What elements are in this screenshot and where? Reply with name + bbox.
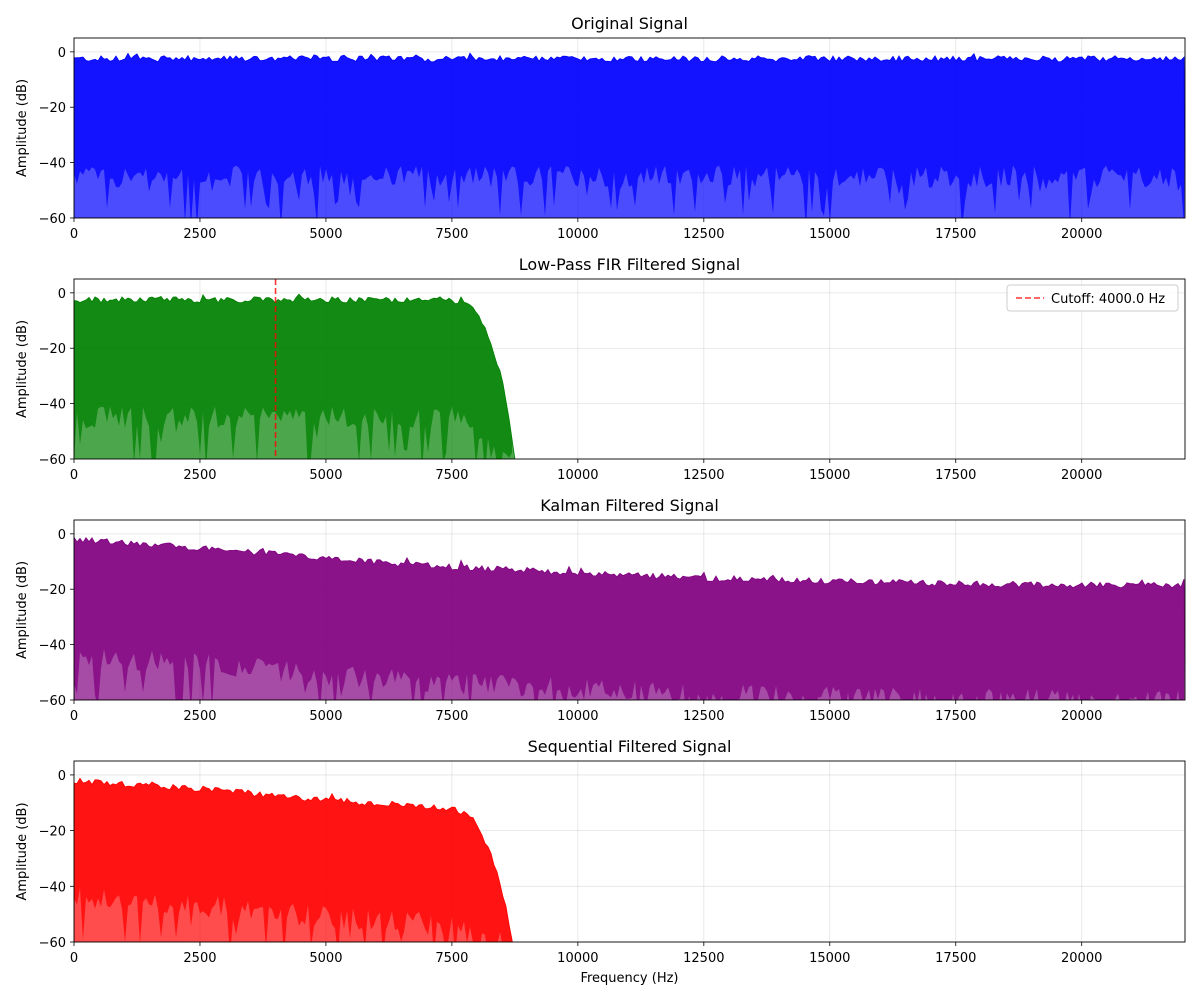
spectrum-series	[74, 536, 1185, 700]
axes-frame	[73, 278, 1186, 460]
x-tick-label: 2500	[183, 951, 216, 966]
spectrum-series	[74, 293, 516, 459]
y-tick-label: −20	[39, 101, 66, 116]
spectrum-series	[74, 52, 1185, 218]
y-tick-label: −60	[39, 936, 66, 951]
x-tick-label: 20000	[1061, 227, 1102, 242]
y-tick-label: −20	[39, 825, 66, 840]
axes-frame	[73, 37, 1186, 219]
legend: Cutoff: 4000.0 Hz	[1006, 284, 1179, 312]
x-tick-label: 12500	[683, 709, 724, 724]
x-tick-label: 17500	[935, 951, 976, 966]
y-axis-label: Amplitude (dB)	[15, 320, 30, 418]
chart-title: Low-Pass FIR Filtered Signal	[519, 255, 740, 274]
spectrum-core	[74, 778, 512, 942]
y-tick-label: −40	[39, 157, 66, 172]
y-tick-label: −20	[39, 583, 66, 598]
spectrum-core	[74, 294, 512, 459]
x-tick-label: 17500	[935, 227, 976, 242]
x-tick-label: 5000	[309, 709, 342, 724]
x-tick-label: 5000	[309, 468, 342, 483]
x-tick-label: 7500	[435, 227, 468, 242]
x-tick-label: 20000	[1061, 709, 1102, 724]
x-tick-label: 12500	[683, 468, 724, 483]
y-tick-label: 0	[58, 769, 66, 784]
x-tick-label: 2500	[183, 468, 216, 483]
y-tick-label: −40	[39, 639, 66, 654]
x-tick-label: 12500	[683, 227, 724, 242]
y-tick-label: −60	[39, 694, 66, 709]
chart-panel-2: 0 2500 5000 7500 10000 12500 15000 17500 200000−…	[15, 255, 1186, 483]
axes-frame	[73, 760, 1186, 943]
chart-panel-3: 0 2500 5000 7500 10000 12500 15000 17500 200000−…	[15, 496, 1186, 724]
x-tick-label: 2500	[183, 709, 216, 724]
x-tick-label: 7500	[435, 468, 468, 483]
chart-title: Original Signal	[571, 14, 688, 33]
x-tick-label: 20000	[1061, 468, 1102, 483]
x-tick-label: 15000	[809, 468, 850, 483]
x-tick-label: 5000	[309, 951, 342, 966]
x-tick-label: 5000	[309, 227, 342, 242]
y-tick-label: −20	[39, 342, 66, 357]
x-tick-label: 10000	[557, 468, 598, 483]
y-tick-label: 0	[58, 528, 66, 543]
x-tick-label: 0	[70, 227, 78, 242]
y-axis-label: Amplitude (dB)	[15, 561, 30, 659]
x-tick-label: 17500	[935, 709, 976, 724]
x-tick-label: 15000	[809, 951, 850, 966]
chart-title: Sequential Filtered Signal	[528, 737, 732, 756]
x-tick-label: 12500	[683, 951, 724, 966]
spectrum-core	[74, 53, 1184, 218]
chart-panel-4: 0 2500 5000 7500 10000 12500 15000 17500 200000−…	[15, 737, 1186, 986]
legend-label: Cutoff: 4000.0 Hz	[1051, 292, 1165, 307]
spectrum-core	[74, 537, 1184, 700]
x-tick-label: 7500	[435, 951, 468, 966]
legend-box	[1006, 284, 1179, 312]
spectrum-series	[74, 777, 513, 942]
y-tick-label: −40	[39, 880, 66, 895]
x-tick-label: 10000	[557, 951, 598, 966]
y-tick-label: −60	[39, 212, 66, 227]
x-tick-label: 7500	[435, 709, 468, 724]
y-axis-label: Amplitude (dB)	[15, 802, 30, 900]
chart-panel-1: 0 2500 5000 7500 10000 12500 15000 17500 200000−…	[15, 14, 1186, 242]
x-tick-label: 0	[70, 468, 78, 483]
axes-frame	[73, 519, 1186, 701]
y-tick-label: 0	[58, 46, 66, 61]
x-tick-label: 10000	[557, 709, 598, 724]
x-axis-label: Frequency (Hz)	[580, 971, 678, 986]
x-tick-label: 10000	[557, 227, 598, 242]
x-tick-label: 2500	[183, 227, 216, 242]
y-tick-label: −40	[39, 398, 66, 413]
chart-title: Kalman Filtered Signal	[540, 496, 719, 515]
x-tick-label: 0	[70, 709, 78, 724]
x-tick-label: 0	[70, 951, 78, 966]
y-tick-label: 0	[58, 287, 66, 302]
x-tick-label: 20000	[1061, 951, 1102, 966]
x-tick-label: 15000	[809, 709, 850, 724]
y-tick-label: −60	[39, 453, 66, 468]
y-axis-label: Amplitude (dB)	[15, 79, 30, 177]
x-tick-label: 15000	[809, 227, 850, 242]
x-tick-label: 17500	[935, 468, 976, 483]
